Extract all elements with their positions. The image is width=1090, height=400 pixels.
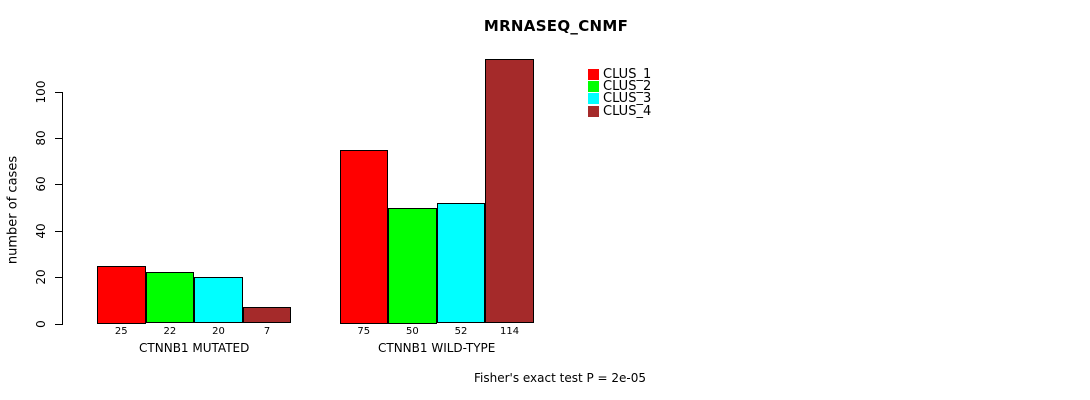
x-category-label: CTNNB1 MUTATED: [139, 341, 250, 355]
y-tick: [55, 277, 62, 279]
legend-color-swatch-clus-1: [588, 68, 599, 80]
legend-item: CLUS_3: [588, 91, 652, 107]
legend-color-swatch-clus-4: [588, 105, 599, 117]
bar-value-label: 50: [406, 326, 419, 337]
bar-value-label: 52: [454, 326, 468, 337]
bar-clus-4-group2: [485, 59, 534, 324]
bar-clus-4-group1: [242, 307, 292, 324]
legend-label: CLUS_4: [603, 103, 652, 119]
bar-clus-1-group1: [97, 265, 146, 324]
y-tick-label: 40: [34, 223, 48, 239]
bar-clus-3-group1: [194, 277, 243, 324]
legend-color-swatch-clus-3: [588, 93, 599, 105]
legend-label: CLUS_2: [603, 79, 652, 95]
bar-clus-3-group2: [436, 202, 486, 324]
chart-title: MRNASEQ_CNMF: [483, 17, 629, 35]
y-tick: [55, 91, 62, 93]
bar-clus-2-group2: [388, 207, 437, 324]
bar-value-label: 7: [263, 326, 271, 337]
y-tick-label: 20: [34, 269, 48, 285]
y-tick: [55, 137, 62, 139]
legend-color-swatch-clus-2: [588, 81, 599, 93]
legend-label: CLUS_1: [603, 66, 652, 82]
y-tick: [55, 230, 62, 232]
bar-clus-2-group1: [145, 272, 195, 324]
y-tick-label: 60: [34, 176, 48, 192]
legend-item: CLUS_4: [588, 103, 652, 119]
y-tick-label: 0: [34, 319, 48, 328]
legend-item: CLUS_1: [588, 66, 652, 82]
y-tick-label: 80: [34, 130, 48, 146]
bar-value-label: 22: [163, 326, 177, 337]
bar-value-label: 114: [500, 326, 520, 337]
y-tick: [55, 184, 62, 186]
y-axis-label: number of cases: [5, 155, 21, 265]
bar-value-label: 25: [114, 326, 128, 337]
y-tick: [55, 323, 62, 325]
y-tick-label: 100: [34, 80, 48, 103]
annotation-text: Fisher's exact test P = 2e-05: [473, 371, 647, 385]
bar-clus-1-group2: [339, 149, 389, 324]
x-category-label: CTNNB1 WILD-TYPE: [377, 341, 496, 355]
legend: CLUS_1 CLUS_2 CLUS_3 CLUS_4: [588, 68, 651, 118]
y-axis-line: [62, 91, 63, 325]
bar-value-label: 20: [212, 326, 225, 337]
legend-item: CLUS_2: [588, 79, 652, 95]
bar-value-label: 75: [357, 326, 371, 337]
legend-label: CLUS_3: [603, 91, 652, 107]
